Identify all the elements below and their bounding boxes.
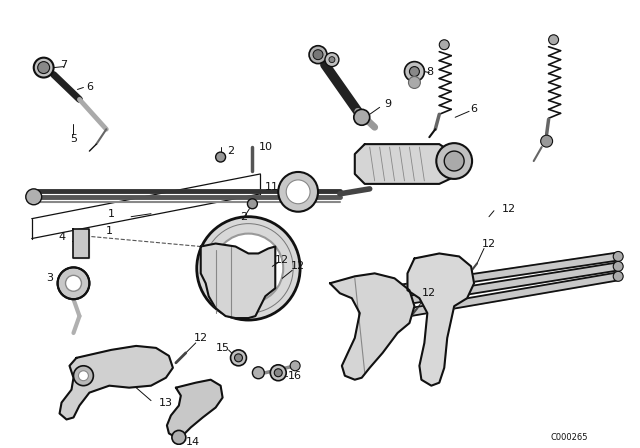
Circle shape (613, 251, 623, 262)
Circle shape (325, 53, 339, 67)
Text: 6: 6 (470, 104, 477, 114)
Circle shape (230, 350, 246, 366)
Circle shape (248, 199, 257, 209)
Circle shape (79, 371, 88, 381)
Polygon shape (74, 228, 90, 258)
Text: C000265: C000265 (551, 433, 588, 442)
Text: 11: 11 (266, 182, 279, 192)
Circle shape (275, 369, 282, 377)
Text: 12: 12 (422, 288, 436, 298)
Text: 9: 9 (384, 99, 391, 109)
Polygon shape (167, 380, 223, 437)
Circle shape (290, 361, 300, 371)
Circle shape (613, 271, 623, 281)
Circle shape (65, 276, 81, 291)
Polygon shape (60, 346, 173, 419)
Text: 2: 2 (240, 212, 247, 222)
Circle shape (214, 233, 284, 303)
Text: 6: 6 (86, 82, 93, 92)
Text: 14: 14 (186, 437, 200, 448)
Polygon shape (355, 144, 454, 184)
Circle shape (541, 135, 552, 147)
Polygon shape (369, 272, 619, 323)
Circle shape (436, 143, 472, 179)
Text: 5: 5 (70, 134, 77, 144)
Text: 13: 13 (159, 397, 173, 408)
Text: 16: 16 (288, 371, 302, 381)
Circle shape (313, 50, 323, 60)
Text: 12: 12 (291, 261, 305, 271)
Polygon shape (330, 273, 415, 380)
Text: 12: 12 (502, 204, 516, 214)
Text: 12: 12 (275, 255, 289, 265)
Circle shape (404, 62, 424, 82)
Circle shape (613, 262, 623, 271)
Text: 12: 12 (482, 238, 496, 249)
Circle shape (444, 151, 464, 171)
Circle shape (26, 189, 42, 205)
Text: 3: 3 (46, 273, 53, 283)
Circle shape (354, 109, 370, 125)
Circle shape (38, 62, 50, 73)
Polygon shape (201, 244, 275, 318)
Circle shape (439, 40, 449, 50)
Circle shape (58, 267, 90, 299)
Circle shape (74, 366, 93, 386)
Circle shape (408, 77, 420, 88)
Text: 1: 1 (108, 209, 115, 219)
Text: 7: 7 (60, 60, 67, 69)
Polygon shape (369, 253, 619, 297)
Text: 15: 15 (216, 343, 230, 353)
Circle shape (286, 180, 310, 204)
Circle shape (410, 67, 419, 77)
Text: 1: 1 (106, 226, 113, 236)
Circle shape (252, 367, 264, 379)
Circle shape (278, 172, 318, 212)
Text: 8: 8 (426, 67, 433, 77)
Circle shape (270, 365, 286, 381)
Circle shape (196, 217, 300, 320)
Circle shape (309, 46, 327, 64)
Text: 2: 2 (227, 146, 234, 156)
Circle shape (234, 354, 243, 362)
Circle shape (216, 152, 225, 162)
Polygon shape (369, 263, 619, 310)
Text: 12: 12 (194, 333, 208, 343)
Circle shape (34, 58, 54, 78)
Polygon shape (408, 254, 474, 386)
Text: 10: 10 (259, 142, 273, 152)
Text: 4: 4 (58, 232, 65, 241)
Circle shape (172, 431, 186, 444)
Circle shape (548, 35, 559, 45)
Circle shape (329, 56, 335, 63)
